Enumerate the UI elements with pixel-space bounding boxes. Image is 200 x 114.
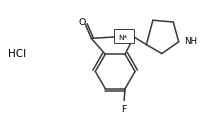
Text: NH: NH: [184, 37, 197, 46]
Text: HCl: HCl: [8, 48, 26, 58]
Text: O: O: [78, 18, 86, 27]
Text: N*: N*: [118, 35, 127, 41]
Text: F: F: [121, 104, 126, 113]
FancyBboxPatch shape: [114, 30, 133, 44]
